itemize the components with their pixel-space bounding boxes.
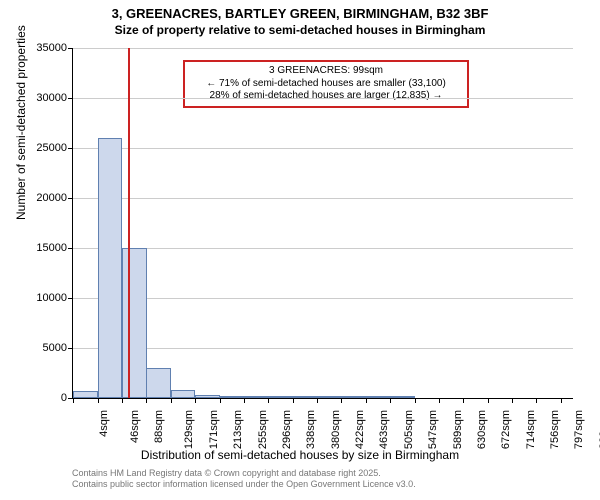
- plot-area: 3 GREENACRES: 99sqm ← 71% of semi-detach…: [72, 48, 573, 399]
- gridline: [73, 48, 573, 49]
- histogram-bar: [73, 391, 98, 398]
- xtick-label: 630sqm: [476, 410, 488, 449]
- ytick-label: 5000: [43, 342, 73, 354]
- xtick-mark: [268, 398, 269, 403]
- gridline: [73, 348, 573, 349]
- xtick-label: 129sqm: [183, 410, 195, 449]
- xtick-label: 380sqm: [330, 410, 342, 449]
- xtick-label: 4sqm: [98, 410, 110, 437]
- xtick-mark: [366, 398, 367, 403]
- xtick-label: 338sqm: [305, 410, 317, 449]
- xtick-mark: [536, 398, 537, 403]
- x-axis-label: Distribution of semi-detached houses by …: [0, 448, 600, 462]
- histogram-bar: [146, 368, 171, 398]
- ytick-label: 10000: [36, 292, 73, 304]
- histogram-bar: [220, 396, 245, 398]
- histogram-bar: [293, 396, 318, 398]
- xtick-label: 422sqm: [354, 410, 366, 449]
- xtick-mark: [341, 398, 342, 403]
- histogram-bar: [98, 138, 123, 398]
- xtick-mark: [244, 398, 245, 403]
- xtick-mark: [317, 398, 318, 403]
- callout-line-3: 28% of semi-detached houses are larger (…: [191, 90, 461, 103]
- gridline: [73, 98, 573, 99]
- xtick-mark: [146, 398, 147, 403]
- xtick-label: 756sqm: [549, 410, 561, 449]
- histogram-bar: [195, 395, 220, 399]
- ytick-label: 25000: [36, 142, 73, 154]
- attribution-footer: Contains HM Land Registry data © Crown c…: [72, 468, 416, 490]
- xtick-label: 46sqm: [129, 410, 141, 443]
- xtick-mark: [195, 398, 196, 403]
- ytick-label: 35000: [36, 42, 73, 54]
- xtick-mark: [98, 398, 99, 403]
- xtick-mark: [561, 398, 562, 403]
- xtick-mark: [463, 398, 464, 403]
- xtick-mark: [415, 398, 416, 403]
- gridline: [73, 298, 573, 299]
- highlight-callout: 3 GREENACRES: 99sqm ← 71% of semi-detach…: [183, 60, 469, 108]
- xtick-label: 589sqm: [452, 410, 464, 449]
- xtick-mark: [73, 398, 74, 403]
- histogram-bar: [317, 396, 342, 398]
- xtick-mark: [220, 398, 221, 403]
- xtick-label: 797sqm: [573, 410, 585, 449]
- xtick-mark: [439, 398, 440, 403]
- xtick-label: 714sqm: [525, 410, 537, 449]
- xtick-mark: [122, 398, 123, 403]
- xtick-label: 296sqm: [281, 410, 293, 449]
- xtick-mark: [390, 398, 391, 403]
- callout-line-1: 3 GREENACRES: 99sqm: [191, 65, 461, 78]
- ytick-label: 30000: [36, 92, 73, 104]
- gridline: [73, 248, 573, 249]
- xtick-label: 213sqm: [232, 410, 244, 449]
- xtick-label: 547sqm: [427, 410, 439, 449]
- xtick-label: 505sqm: [403, 410, 415, 449]
- chart-title-1: 3, GREENACRES, BARTLEY GREEN, BIRMINGHAM…: [0, 0, 600, 23]
- xtick-mark: [512, 398, 513, 403]
- property-marker-line: [128, 48, 130, 398]
- xtick-label: 463sqm: [378, 410, 390, 449]
- histogram-bar: [268, 396, 293, 398]
- xtick-label: 672sqm: [500, 410, 512, 449]
- callout-line-2: ← 71% of semi-detached houses are smalle…: [191, 78, 461, 91]
- xtick-label: 171sqm: [208, 410, 220, 449]
- histogram-bar: [390, 396, 415, 398]
- ytick-label: 15000: [36, 242, 73, 254]
- histogram-bar: [244, 396, 269, 398]
- chart-title-2: Size of property relative to semi-detach…: [0, 23, 600, 37]
- ytick-label: 0: [61, 392, 73, 404]
- xtick-label: 88sqm: [153, 410, 165, 443]
- histogram-bar: [171, 390, 196, 398]
- footer-line-2: Contains public sector information licen…: [72, 479, 416, 490]
- gridline: [73, 198, 573, 199]
- histogram-bar: [366, 396, 391, 398]
- ytick-label: 20000: [36, 192, 73, 204]
- footer-line-1: Contains HM Land Registry data © Crown c…: [72, 468, 416, 479]
- histogram-bar: [341, 396, 366, 398]
- xtick-mark: [293, 398, 294, 403]
- xtick-mark: [488, 398, 489, 403]
- histogram-bar: [122, 248, 147, 398]
- chart-container: 3, GREENACRES, BARTLEY GREEN, BIRMINGHAM…: [0, 0, 600, 500]
- xtick-label: 255sqm: [257, 410, 269, 449]
- gridline: [73, 148, 573, 149]
- xtick-mark: [171, 398, 172, 403]
- y-axis-label: Number of semi-detached properties: [14, 25, 28, 220]
